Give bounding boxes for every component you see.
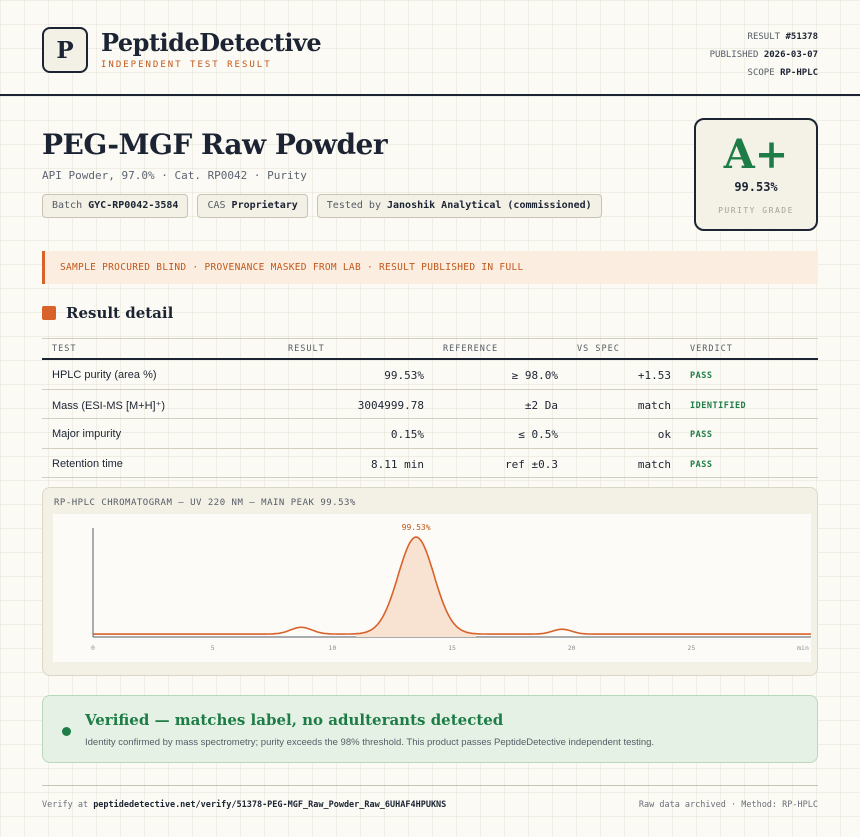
test-vs-spec: ok [657,428,671,441]
test-reference: ≥ 98.0% [511,369,558,382]
column-header-result: RESULT [288,344,325,354]
page-footer: Verify at peptidedetective.net/verify/51… [42,785,818,810]
verify-label: Verify at [42,800,89,810]
product-subtitle: API Powder, 97.0% · Cat. RP0042 · Purity [42,169,307,182]
test-vs-spec: match [637,398,671,412]
test-name: Mass (ESI-MS [M+H]⁺) [52,399,166,412]
test-verdict: PASS [690,459,713,470]
result-table: TEST RESULT REFERENCE VS SPEC VERDICT HP… [42,338,818,478]
brand-tagline: INDEPENDENT TEST RESULT [101,60,272,70]
page-header: P PeptideDetective INDEPENDENT TEST RESU… [0,0,860,96]
x-tick-label: 20 [568,644,576,652]
published-date: PUBLISHED 2026-03-07 [709,50,818,60]
table-row: Retention time 8.11 min ref ±0.3 match P… [42,449,818,478]
test-vs-spec: match [637,457,671,471]
verified-dot-icon [62,727,71,736]
x-tick-label: 10 [328,644,336,652]
verify-link[interactable]: peptidedetective.net/verify/51378-PEG-MG… [93,800,447,810]
main-peak-label: 99.53% [402,523,431,532]
logo: P [42,27,88,73]
grade-letter: A+ [723,131,789,178]
brand-name: PeptideDetective [101,28,322,57]
chromatogram-panel: RP-HPLC CHROMATOGRAM — UV 220 NM — MAIN … [42,487,818,676]
x-tick-label: 0 [91,644,95,652]
result-detail-heading: Result detail [42,304,173,322]
column-header-verdict: VERDICT [690,344,733,354]
table-row: HPLC purity (area %) 99.53% ≥ 98.0% +1.5… [42,360,818,390]
scope: SCOPE RP-HPLC [747,68,818,78]
verification-banner: Verified — matches label, no adulterants… [42,695,818,763]
x-tick-label: min [797,644,809,652]
product-chips: Batch GYC-RP0042-3584 CAS Proprietary Te… [42,194,602,218]
result-meta: RESULT #51378 PUBLISHED 2026-03-07 SCOPE… [710,28,818,82]
x-tick-label: 5 [211,644,215,652]
cas-chip: CAS Proprietary [197,194,308,218]
chromatogram-chart: 0 5 10 15 20 25 min 99.53% [91,523,811,652]
test-vs-spec: +1.53 [637,369,671,382]
table-header: TEST RESULT REFERENCE VS SPEC VERDICT [42,338,818,360]
verified-title: Verified — matches label, no adulterants… [85,711,504,729]
test-verdict: PASS [690,430,713,440]
x-tick-labels: 0 5 10 15 20 25 min [91,644,809,652]
column-header-test: TEST [52,344,77,354]
table-row: Mass (ESI-MS [M+H]⁺) 3004999.78 ±2 Da ma… [42,390,818,419]
logo-letter: P [56,36,74,64]
verified-description: Identity confirmed by mass spectrometry;… [85,737,655,748]
x-tick-label: 15 [448,644,456,652]
result-number: RESULT #51378 [747,32,818,42]
test-name: Retention time [52,457,123,470]
chromatogram-plot: 0 5 10 15 20 25 min 99.53% [53,514,811,662]
test-reference: ref ±0.3 [505,457,558,471]
test-verdict: IDENTIFIED [690,400,747,411]
test-verdict: PASS [690,371,713,381]
test-name: Major impurity [52,428,122,440]
test-result: 99.53% [384,369,424,382]
test-result: 0.15% [390,428,424,441]
x-tick-label: 25 [687,644,695,652]
procurement-notice: SAMPLE PROCURED BLIND · PROVENANCE MASKE… [42,251,818,284]
test-result: 3004999.78 [357,398,424,412]
column-header-vs-spec: VS SPEC [577,344,620,354]
test-name: HPLC purity (area %) [52,369,157,381]
section-title: Result detail [66,304,174,322]
column-header-reference: REFERENCE [443,344,499,354]
batch-chip: Batch GYC-RP0042-3584 [42,194,189,218]
grade-label: PURITY GRADE [718,206,794,215]
table-row: Major impurity 0.15% ≤ 0.5% ok PASS [42,419,818,449]
square-bullet-icon [42,306,56,320]
purity-grade-card: A+ 99.53% PURITY GRADE [694,118,818,231]
tested-by-chip: Tested by Janoshik Analytical (commissio… [316,194,602,218]
grade-value: 99.53% [734,180,778,194]
chromatogram-title: RP-HPLC CHROMATOGRAM — UV 220 NM — MAIN … [54,498,356,508]
chromatogram-area [356,537,476,637]
footer-method: Raw data archived · Method: RP-HPLC [638,800,818,810]
test-reference: ±2 Da [524,398,558,412]
test-reference: ≤ 0.5% [518,428,558,441]
test-result: 8.11 min [371,457,424,471]
chromatogram-line [93,536,811,635]
product-title: PEG-MGF Raw Powder [42,128,388,161]
